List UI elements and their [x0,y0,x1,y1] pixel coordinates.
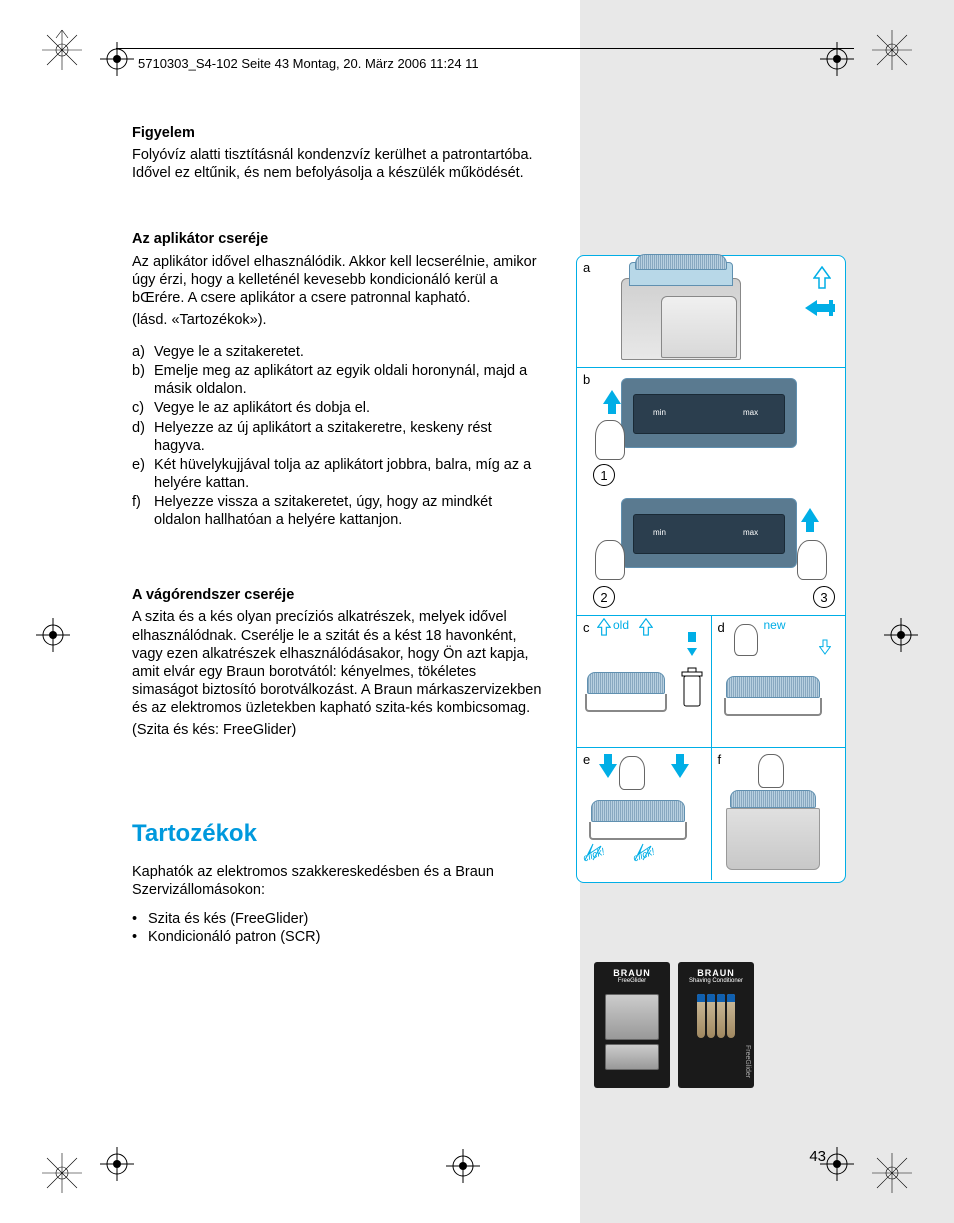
trash-icon [681,666,703,712]
step-number-3: 3 [813,586,835,608]
arrow-up-icon [801,508,819,522]
registration-target-icon [884,618,918,652]
brand-logo: BRAUN [697,968,735,978]
spark-icon [581,842,609,864]
registration-burst-icon [870,1151,914,1195]
list-item: •Szita és kés (FreeGlider) [132,910,542,928]
arrow-down-icon [671,764,689,778]
cutter-block-icon [605,1044,659,1070]
arrow-down-outline-icon [819,636,831,654]
step-label: e [583,752,590,767]
registration-target-icon [446,1149,480,1183]
arrow-up-icon [603,390,621,404]
diagram-step-b: b min max 1 min max 2 3 [577,368,845,615]
list-item: f)Helyezze vissza a szitakeretet, úgy, h… [132,493,542,529]
diagram-step-a: a [577,256,845,367]
step-label: b [583,372,590,387]
package-foil-cutter: BRAUN FreeGlider [594,962,670,1088]
min-label: min [653,528,666,537]
list-item: b)Emelje meg az aplikátort az egyik olda… [132,362,542,398]
section-title-accessories: Tartozékok [132,819,542,849]
accessories-intro: Kaphatók az elektromos szakkereskedésben… [132,863,542,899]
accessories-packaging: BRAUN FreeGlider BRAUN Shaving Condition… [594,962,754,1088]
registration-target-icon [36,618,70,652]
package-conditioner-cartridges: BRAUN Shaving Conditioner FreeGlider [678,962,754,1088]
registration-burst-icon [870,28,914,72]
diagram-step-c: c old [577,616,711,747]
diagram-step-f: f [711,748,846,880]
applicator-steps-list: a)Vegye le a szitakeretet. b)Emelje meg … [132,343,542,529]
page: 5710303_S4-102 Seite 43 Montag, 20. März… [0,0,954,1223]
accessories-list: •Szita és kés (FreeGlider) •Kondicionáló… [132,910,542,946]
registration-target-icon [820,42,854,76]
list-item: •Kondicionáló patron (SCR) [132,928,542,946]
section-ref: (lásd. «Tartozékok»). [132,311,542,329]
section-body: Az aplikátor idővel elhasználódik. Akkor… [132,253,542,307]
arrow-up-outline-icon [639,618,653,636]
arrow-down-icon [687,648,697,656]
diagram-step-d: d new [711,616,846,747]
list-item: e)Két hüvelykujjával tolja az aplikátort… [132,456,542,492]
page-header-text: 5710303_S4-102 Seite 43 Montag, 20. März… [138,56,479,71]
registration-burst-icon [40,1151,84,1195]
registration-burst-icon [40,28,84,72]
diagram-step-e: e click! click! [577,748,711,880]
main-text-column: Figyelem Folyóvíz alatti tisztításnál ko… [132,124,542,946]
brand-logo: BRAUN [613,968,651,978]
list-item: d)Helyezze az új aplikátort a szitakeret… [132,419,542,455]
section-title-cutting-system: A vágórendszer cseréje [132,586,542,604]
max-label: max [743,528,758,537]
section-ref: (Szita és kés: FreeGlider) [132,721,542,739]
arrow-up-outline-icon [813,266,831,288]
foil-cutter-icon [605,994,659,1040]
cartridges-icon [697,994,735,1038]
arrow-down-icon [599,764,617,778]
arrow-left-icon [803,298,837,318]
spark-icon [631,842,659,864]
registration-target-icon [100,42,134,76]
list-item: c)Vegye le az aplikátort és dobja el. [132,399,542,417]
step-number-1: 1 [593,464,615,486]
min-label: min [653,408,666,417]
step-label: a [583,260,590,275]
old-label: old [613,618,629,632]
section-title-applicator: Az aplikátor cseréje [132,230,542,248]
registration-target-icon [100,1147,134,1181]
section-title-figyelem: Figyelem [132,124,542,142]
section-body: Folyóvíz alatti tisztításnál kondenzvíz … [132,146,542,182]
step-label: f [718,752,722,767]
applicator-replacement-diagram: a b min max 1 [576,255,846,883]
step-label: d [718,620,725,635]
max-label: max [743,408,758,417]
step-number-2: 2 [593,586,615,608]
arrow-up-outline-icon [597,618,611,636]
list-item: a)Vegye le a szitakeretet. [132,343,542,361]
step-label: c [583,620,590,635]
new-label: new [764,618,786,632]
page-number: 43 [809,1148,826,1165]
section-body: A szita és a kés olyan precíziós alkatré… [132,608,542,717]
